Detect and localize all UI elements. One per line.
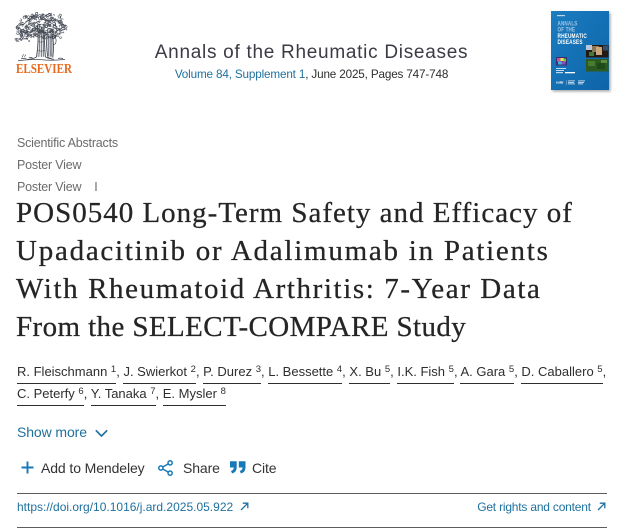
svg-text:DISEASES: DISEASES — [558, 39, 583, 46]
svg-text:ANNALS: ANNALS — [558, 21, 578, 28]
svg-text:eular: eular — [556, 81, 564, 85]
svg-text:OF THE: OF THE — [558, 27, 576, 34]
svg-text:RHEUMATIC: RHEUMATIC — [558, 33, 587, 40]
